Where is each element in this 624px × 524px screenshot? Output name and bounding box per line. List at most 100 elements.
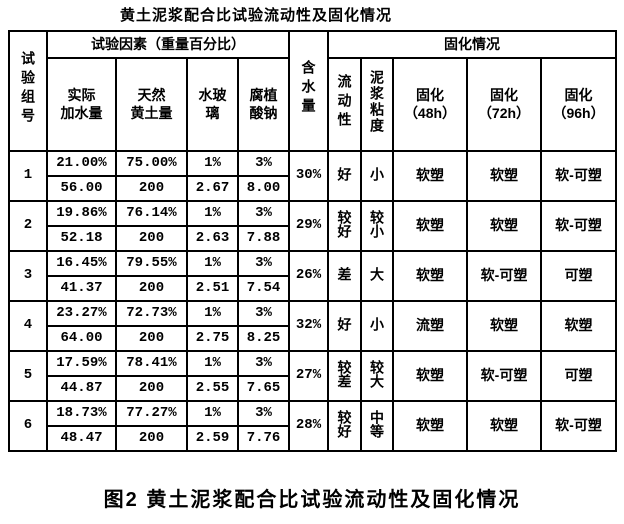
header-cell-factors: 试验因素（重量百分比） [46,30,290,59]
cell-sodium-humate-pct: 3% [237,350,290,377]
cell-viscosity: 小 [360,150,394,202]
cell-water-content: 29% [288,200,329,252]
header-cell-cure-96h: 固化 （96h） [539,57,618,152]
header-cell-natural-loess: 天然 黄土量 [115,57,188,152]
cell-fluidity-text: 较好 [336,209,353,238]
cell-group-no: 6 [8,400,48,452]
cell-cure-72h: 软塑 [466,300,542,352]
header-cell-fluidity: 流动性 [327,57,362,152]
cell-fluidity-text: 差 [336,266,353,281]
cell-sodium-humate-abs: 7.88 [237,225,290,252]
cell-sodium-humate-pct: 3% [237,200,290,227]
cell-natural-loess-pct: 72.73% [115,300,188,327]
cell-water-content: 28% [288,400,329,452]
cell-water-glass-pct: 1% [186,300,239,327]
cell-actual-water-pct: 18.73% [46,400,117,427]
cell-cure-48h: 流塑 [392,300,468,352]
header-row-columns: 实际 加水量 天然 黄土量 水玻 璃 腐植 酸钠 流动性 泥浆粘度 固化 （48… [9,57,618,152]
table-row: 44.87 200 2.55 7.65 [9,375,616,402]
cell-natural-loess-pct: 75.00% [115,150,188,177]
table-row: 52.18 200 2.63 7.88 [9,225,616,252]
cell-fluidity-text: 较差 [336,359,353,388]
cell-cure-72h: 软-可塑 [466,250,542,302]
cell-sodium-humate-abs: 7.65 [237,375,290,402]
cell-fluidity: 好 [327,300,362,352]
cell-fluidity-text: 好 [336,316,353,331]
cell-sodium-humate-abs: 8.25 [237,325,290,352]
table-row: 56.00 200 2.67 8.00 [9,175,616,202]
cell-water-glass-abs: 2.63 [186,225,239,252]
figure-caption-text: 图2 黄土泥浆配合比试验流动性及固化情况 [103,489,521,511]
header-group-no-text: 试验组号 [20,50,36,127]
cell-actual-water-abs: 41.37 [46,275,117,302]
table-row: 1 21.00% 75.00% 1% 3% 30% 好 小 软塑 软塑 软-可塑 [8,150,618,202]
cell-sodium-humate-pct: 3% [237,400,290,427]
table-title-text: 黄土泥浆配合比试验流动性及固化情况 [119,7,392,24]
cell-fluidity-text: 较好 [336,409,353,438]
cell-cure-72h: 软塑 [466,400,542,452]
cell-cure-48h: 软塑 [392,350,468,402]
cell-cure-48h: 软塑 [392,250,468,302]
cell-actual-water-pct: 19.86% [46,200,117,227]
cell-sodium-humate-pct: 3% [237,300,290,327]
cell-cure-48h: 软塑 [392,150,468,202]
header-cell-cure-48h: 固化 （48h） [392,57,468,152]
cell-viscosity-text: 中等 [369,409,385,438]
cell-viscosity: 较小 [360,200,394,252]
cell-natural-loess-pct: 77.27% [115,400,188,427]
cell-sodium-humate-abs: 7.54 [237,275,290,302]
cell-natural-loess-pct: 78.41% [115,350,188,377]
cell-sodium-humate-abs: 8.00 [237,175,290,202]
header-cell-cure-72h: 固化 （72h） [466,57,542,152]
header-cell-group-no: 试验组号 [8,30,48,152]
cell-viscosity-text: 大 [369,266,385,281]
cell-natural-loess-pct: 79.55% [115,250,188,277]
cell-cure-96h: 软塑 [539,300,618,352]
cell-water-glass-abs: 2.67 [186,175,239,202]
cell-cure-48h: 软塑 [392,200,468,252]
cell-group-no: 5 [8,350,48,402]
header-viscosity-text: 泥浆粘度 [369,70,385,135]
cell-cure-96h: 可塑 [539,350,618,402]
cell-water-glass-pct: 1% [186,400,239,427]
cell-cure-72h: 软塑 [466,150,542,202]
table-row: 64.00 200 2.75 8.25 [9,325,616,352]
header-fluidity-text: 流动性 [336,73,353,131]
header-cell-water-content: 含水量 [288,30,329,152]
cell-natural-loess-abs: 200 [115,225,188,252]
cell-natural-loess-abs: 200 [115,175,188,202]
cell-actual-water-pct: 17.59% [46,350,117,377]
cell-viscosity-text: 较小 [369,209,385,238]
cell-natural-loess-abs: 200 [115,375,188,402]
cell-fluidity: 较差 [327,350,362,402]
table-title: 黄土泥浆配合比试验流动性及固化情况 [0,0,624,25]
table-row: 3 16.45% 79.55% 1% 3% 26% 差 大 软塑 软-可塑 可塑 [8,250,618,302]
cell-sodium-humate-pct: 3% [237,150,290,177]
cell-sodium-humate-pct: 3% [237,250,290,277]
cell-cure-96h: 可塑 [539,250,618,302]
cell-water-glass-abs: 2.75 [186,325,239,352]
header-cell-curing: 固化情况 [326,30,618,59]
cell-natural-loess-pct: 76.14% [115,200,188,227]
figure-caption: 图2 黄土泥浆配合比试验流动性及固化情况 [0,483,624,512]
table-row: 2 19.86% 76.14% 1% 3% 29% 较好 较小 软塑 软塑 软-… [8,200,618,252]
cell-actual-water-abs: 56.00 [46,175,117,202]
cell-water-content: 27% [288,350,329,402]
cell-water-glass-pct: 1% [186,250,239,277]
cell-cure-96h: 软-可塑 [539,200,618,252]
cell-actual-water-pct: 21.00% [46,150,117,177]
cell-water-glass-pct: 1% [186,150,239,177]
cell-actual-water-abs: 52.18 [46,225,117,252]
cell-fluidity: 较好 [327,400,362,452]
cell-viscosity-text: 较大 [369,359,385,388]
header-row-groups: 试验组号 试验因素（重量百分比） 含水量 固化情况 [8,30,618,152]
header-water-content-text: 含水量 [300,60,317,118]
cell-viscosity: 大 [360,250,394,302]
cell-group-no: 1 [8,150,48,202]
cell-sodium-humate-abs: 7.76 [237,425,290,452]
cell-cure-72h: 软-可塑 [466,350,542,402]
cell-viscosity-text: 小 [369,316,385,331]
cell-group-no: 3 [8,250,48,302]
cell-fluidity: 差 [327,250,362,302]
table-row: 6 18.73% 77.27% 1% 3% 28% 较好 中等 软塑 软塑 软-… [8,400,618,452]
